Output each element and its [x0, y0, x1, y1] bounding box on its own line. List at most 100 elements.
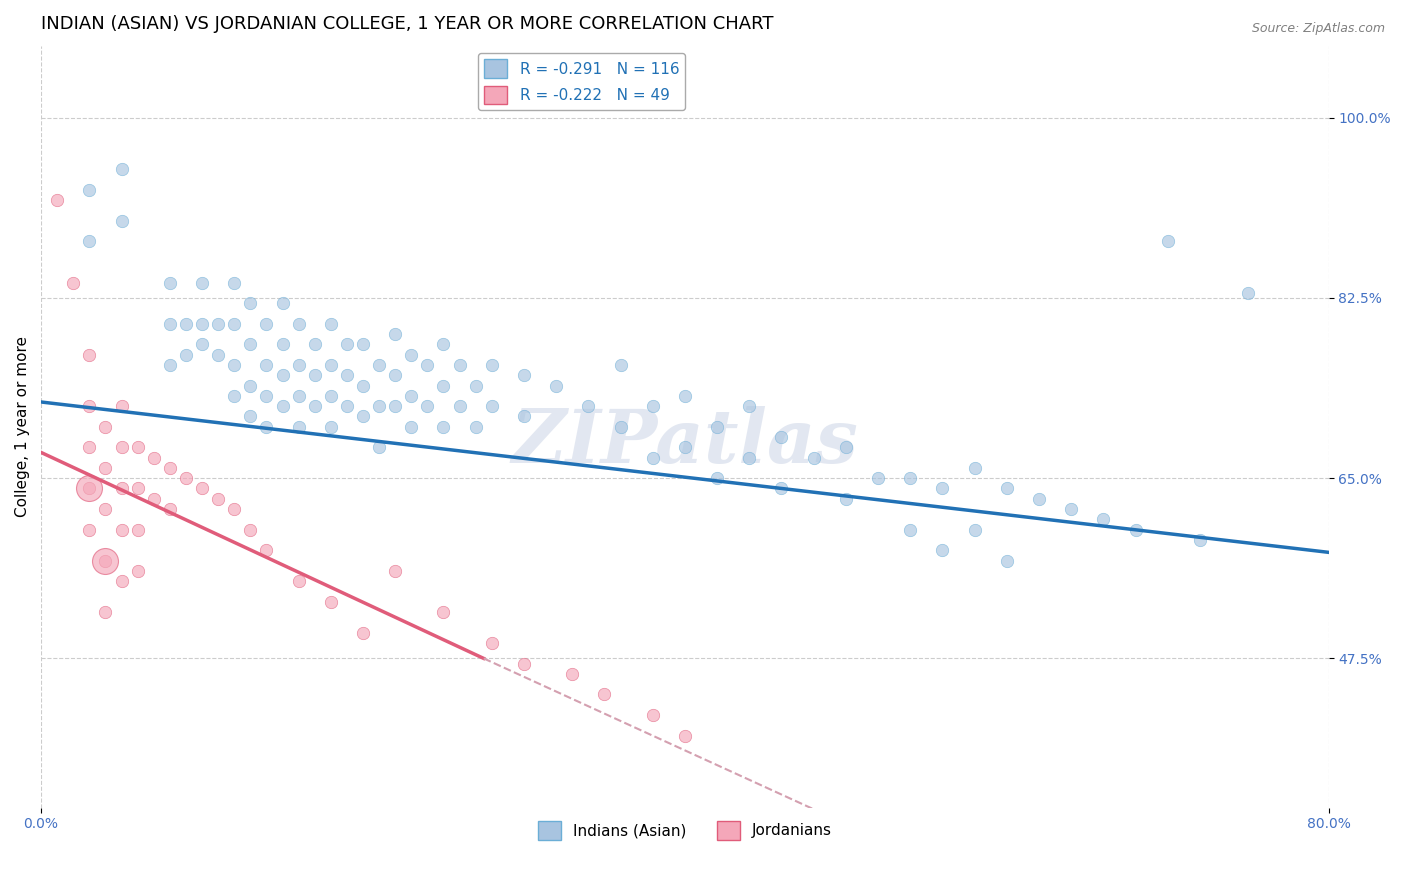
- Point: [191, 276, 214, 290]
- Point: [401, 389, 423, 403]
- Point: [79, 235, 101, 249]
- Point: [319, 358, 342, 372]
- Point: [673, 440, 696, 454]
- Point: [159, 276, 181, 290]
- Point: [79, 440, 101, 454]
- Point: [432, 378, 454, 392]
- Point: [110, 399, 132, 413]
- Point: [336, 368, 359, 383]
- Point: [963, 461, 986, 475]
- Point: [191, 317, 214, 331]
- Point: [110, 213, 132, 227]
- Point: [513, 368, 536, 383]
- Point: [174, 317, 197, 331]
- Point: [239, 523, 262, 537]
- Point: [79, 348, 101, 362]
- Point: [319, 419, 342, 434]
- Point: [319, 317, 342, 331]
- Point: [546, 378, 568, 392]
- Point: [336, 399, 359, 413]
- Point: [464, 378, 486, 392]
- Point: [127, 523, 149, 537]
- Point: [304, 368, 326, 383]
- Point: [254, 317, 277, 331]
- Point: [224, 389, 246, 403]
- Point: [224, 502, 246, 516]
- Point: [1028, 491, 1050, 506]
- Point: [835, 440, 858, 454]
- Text: ZIPatlas: ZIPatlas: [512, 406, 858, 478]
- Point: [319, 389, 342, 403]
- Point: [673, 729, 696, 743]
- Point: [159, 358, 181, 372]
- Point: [513, 409, 536, 424]
- Point: [609, 358, 631, 372]
- Point: [963, 523, 986, 537]
- Point: [352, 625, 374, 640]
- Point: [94, 605, 117, 619]
- Point: [287, 419, 309, 434]
- Point: [1237, 285, 1260, 300]
- Point: [738, 450, 761, 465]
- Point: [94, 419, 117, 434]
- Point: [432, 419, 454, 434]
- Point: [416, 399, 439, 413]
- Point: [224, 358, 246, 372]
- Point: [287, 317, 309, 331]
- Point: [641, 708, 664, 723]
- Point: [159, 317, 181, 331]
- Point: [79, 399, 101, 413]
- Point: [803, 450, 825, 465]
- Point: [287, 389, 309, 403]
- Point: [79, 482, 101, 496]
- Point: [239, 378, 262, 392]
- Point: [384, 564, 406, 578]
- Point: [94, 502, 117, 516]
- Point: [287, 574, 309, 589]
- Point: [576, 399, 599, 413]
- Point: [254, 543, 277, 558]
- Point: [866, 471, 889, 485]
- Point: [127, 440, 149, 454]
- Point: [224, 317, 246, 331]
- Point: [94, 553, 117, 567]
- Point: [641, 450, 664, 465]
- Point: [1188, 533, 1211, 547]
- Point: [191, 337, 214, 351]
- Point: [46, 193, 69, 207]
- Point: [898, 471, 921, 485]
- Point: [319, 595, 342, 609]
- Point: [464, 419, 486, 434]
- Point: [432, 337, 454, 351]
- Point: [207, 348, 229, 362]
- Point: [207, 317, 229, 331]
- Point: [1157, 235, 1180, 249]
- Point: [110, 574, 132, 589]
- Point: [995, 482, 1018, 496]
- Point: [352, 337, 374, 351]
- Point: [271, 368, 294, 383]
- Point: [79, 482, 101, 496]
- Point: [254, 358, 277, 372]
- Point: [706, 419, 728, 434]
- Point: [287, 358, 309, 372]
- Point: [224, 276, 246, 290]
- Point: [94, 461, 117, 475]
- Point: [62, 276, 84, 290]
- Point: [368, 440, 391, 454]
- Point: [159, 502, 181, 516]
- Point: [110, 482, 132, 496]
- Point: [931, 543, 953, 558]
- Point: [1060, 502, 1083, 516]
- Point: [770, 482, 793, 496]
- Point: [609, 419, 631, 434]
- Point: [1092, 512, 1115, 526]
- Point: [254, 419, 277, 434]
- Point: [770, 430, 793, 444]
- Text: Source: ZipAtlas.com: Source: ZipAtlas.com: [1251, 22, 1385, 36]
- Point: [706, 471, 728, 485]
- Point: [384, 368, 406, 383]
- Point: [304, 399, 326, 413]
- Point: [1125, 523, 1147, 537]
- Point: [271, 296, 294, 310]
